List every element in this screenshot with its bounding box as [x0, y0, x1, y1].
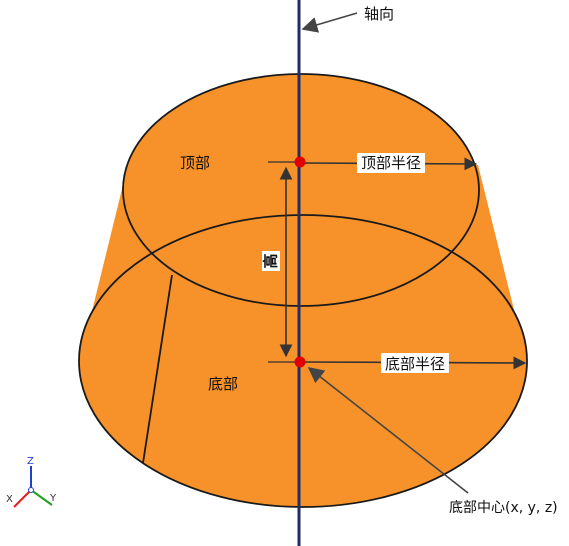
triad-x-axis: [13, 489, 32, 508]
triad-y-axis: [30, 489, 53, 506]
triad-y-label: Y: [49, 493, 57, 504]
bottom-radius-label-bg: [381, 353, 449, 373]
bottom-center-pointer-arrow: [307, 367, 469, 494]
top-ellipse: [122, 73, 480, 307]
top-label: 顶部: [180, 154, 210, 172]
triad-origin: [28, 487, 34, 493]
top-center-point: [294, 156, 306, 168]
bottom-ellipse-outline: [78, 214, 528, 508]
bottom-center-label: 底部中心(x, y, z): [449, 500, 558, 516]
height-label-bg: [262, 251, 280, 271]
triad-x-label: X: [6, 494, 13, 505]
coordinate-triad: Z X Y: [6, 456, 57, 508]
triad-z-label: Z: [27, 456, 34, 467]
top-radius-label: 顶部半径: [361, 154, 421, 172]
bottom-center-point: [294, 356, 306, 368]
bottom-label: 底部: [208, 375, 238, 393]
seam-line: [142, 274, 173, 464]
height-label: 高: [262, 253, 280, 268]
top-radius-label-bg: [357, 153, 425, 173]
axis-label: 轴向: [364, 5, 394, 23]
bottom-radius-label: 底部半径: [385, 355, 445, 373]
frustum-body: [78, 73, 528, 508]
axis-pointer-arrow: [301, 12, 358, 33]
